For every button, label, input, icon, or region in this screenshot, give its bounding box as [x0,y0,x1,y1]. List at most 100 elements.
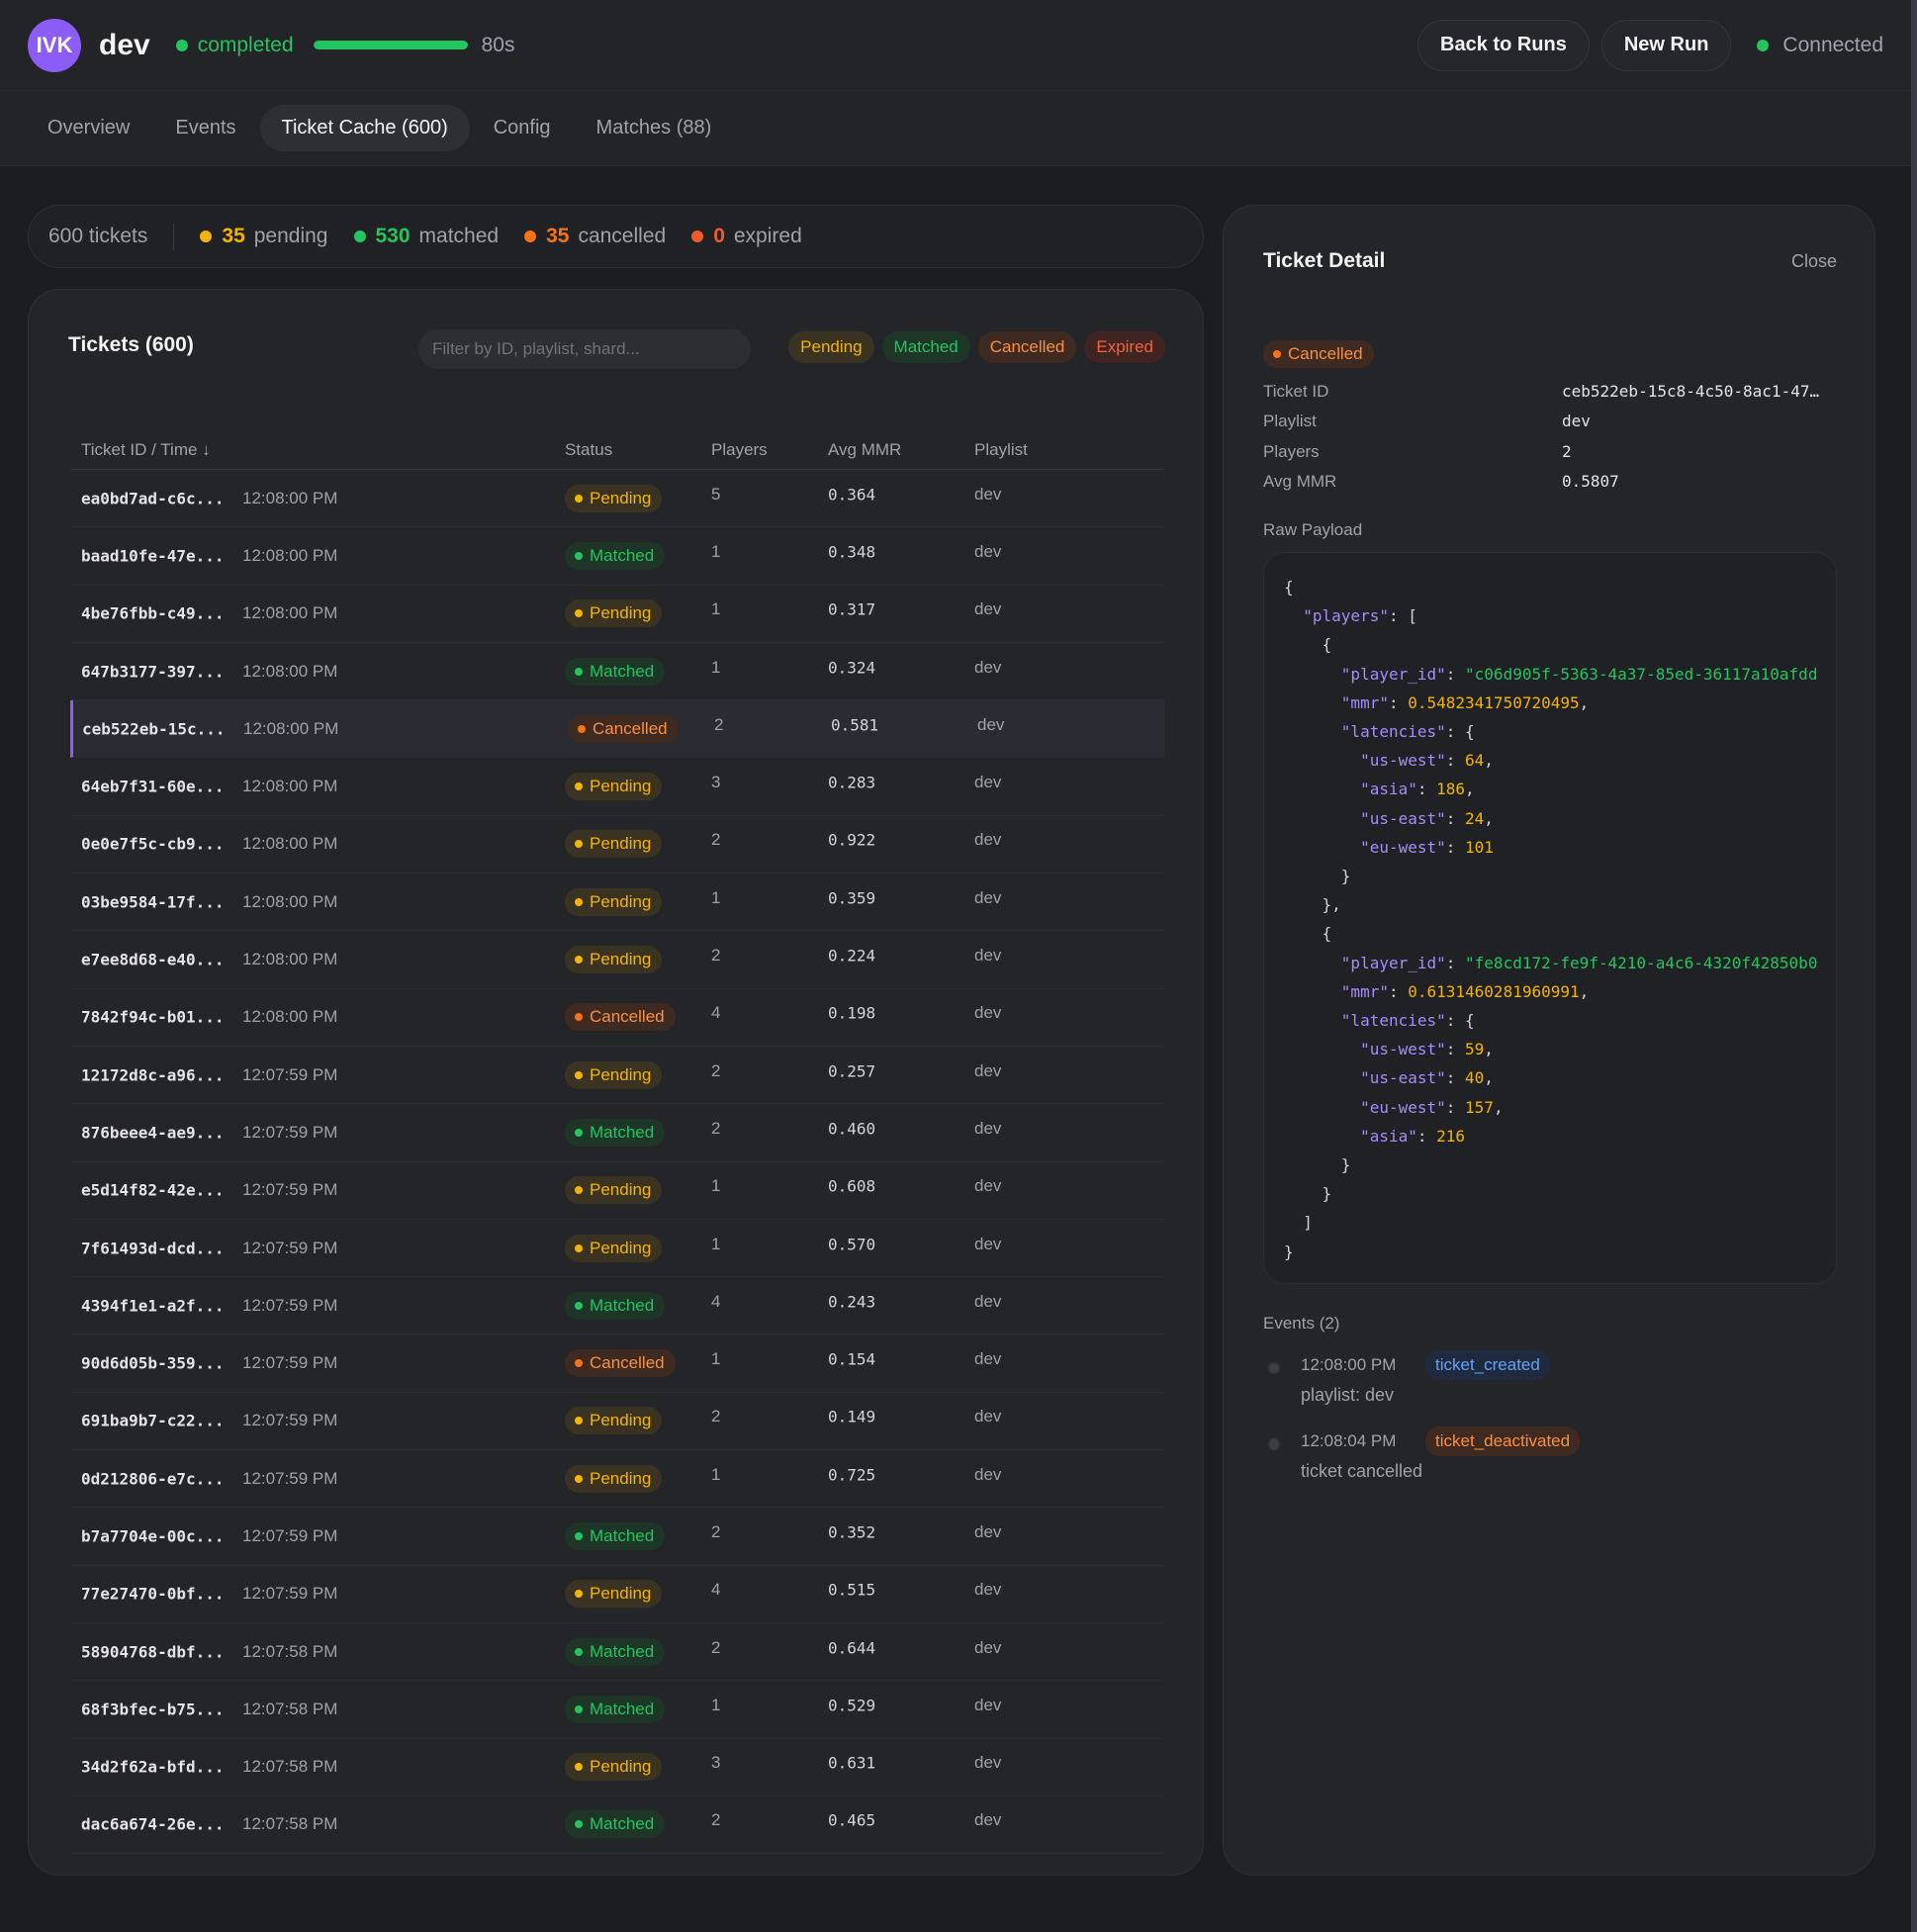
tickets-panel: Tickets (600) PendingMatchedCancelledExp… [28,289,1204,1876]
tab-overview[interactable]: Overview [47,117,131,138]
ticket-playlist: dev [974,946,1002,966]
ticket-avg-mmr: 0.257 [828,1061,876,1081]
table-row[interactable]: 7f61493d-dcd... 12:07:59 PM Pending 1 0.570 d… [70,1220,1164,1278]
ticket-players: 1 [711,1234,721,1253]
col-playlist[interactable]: Playlist [974,440,1028,459]
table-row[interactable]: 4be76fbb-c49... 12:08:00 PM Pending 1 0.317 d… [70,586,1164,643]
table-row[interactable]: ceb522eb-15c... 12:08:00 PM Cancelled 2 0.58… [70,700,1164,759]
status-label: Pending [590,834,652,854]
ticket-status: Pending [565,946,663,974]
status-dot-icon [175,39,188,51]
table-row[interactable]: 691ba9b7-c22... 12:07:59 PM Pending 2 0.149 d… [70,1393,1164,1451]
status-dot-icon [575,1820,583,1829]
table-row[interactable]: 0e0e7f5c-cb9... 12:08:00 PM Pending 2 0.922 d… [70,816,1164,874]
detail-status-badge: Cancelled [1263,340,1374,368]
status-dot-icon [575,1763,583,1772]
table-row[interactable]: ea0bd7ad-c6c... 12:08:00 PM Pending 5 0.364 d… [70,470,1164,528]
filter-chip-pending[interactable]: Pending [788,331,874,363]
back-to-runs-button[interactable]: Back to Runs [1417,19,1590,71]
table-row[interactable]: 34d2f62a-bfd... 12:07:58 PM Pending 3 0.631 d… [70,1739,1164,1796]
ticket-time: 12:08:00 PM [242,950,338,969]
status-badge: Pending [565,484,663,512]
summary-cancelled-label: cancelled [578,225,667,247]
table-row[interactable]: 647b3177-397... 12:08:00 PM Matched 1 0.324 d… [70,643,1164,701]
col-status[interactable]: Status [565,440,613,459]
connection-status: Connected [1757,34,1883,57]
filter-chip-cancelled[interactable]: Cancelled [977,331,1077,363]
ticket-time: 12:08:00 PM [242,834,338,854]
status-dot-icon [575,494,583,503]
event-description: ticket cancelled [1301,1461,1423,1481]
col-ticket-id-time[interactable]: Ticket ID / Time ↓ [81,440,211,459]
ticket-playlist: dev [974,1753,1002,1773]
new-run-button[interactable]: New Run [1600,19,1732,71]
tab-ticket-cache[interactable]: Ticket Cache (600) [259,105,470,151]
table-row[interactable]: 77e27470-0bf... 12:07:59 PM Pending 4 0.515 d… [70,1566,1164,1623]
ticket-playlist: dev [974,1521,1002,1541]
table-row[interactable]: 68f3bfec-b75... 12:07:58 PM Matched 1 0.529 d… [70,1681,1164,1739]
filter-chip-matched[interactable]: Matched [881,331,970,363]
ticket-id: 4394f1e1-a2f... [81,1296,225,1316]
status-dot-icon [575,609,583,618]
col-avg-mmr[interactable]: Avg MMR [828,440,902,459]
close-button[interactable]: Close [1790,251,1837,271]
ticket-avg-mmr: 0.644 [828,1638,876,1658]
tab-config[interactable]: Config [493,117,551,138]
table-row[interactable]: 4394f1e1-a2f... 12:07:59 PM Matched 4 0.243 d… [70,1277,1164,1335]
ticket-time: 12:08:00 PM [242,488,338,507]
expired-dot-icon [691,230,704,242]
ticket-status: Pending [565,1407,663,1435]
table-row[interactable]: dac6a674-26e... 12:07:58 PM Matched 2 0.465 d… [70,1796,1164,1855]
col-players[interactable]: Players [711,440,768,459]
ticket-time: 12:08:00 PM [242,891,338,911]
table-row[interactable]: 90d6d05b-359... 12:07:59 PM Cancelled 1 0.15… [70,1334,1164,1393]
latency-region: "us-east" [1360,1068,1446,1088]
ticket-status: Matched [565,1810,666,1839]
status-label: Pending [590,1180,652,1200]
player1-mmr: 0.5482341750720495 [1408,692,1580,712]
status-dot-icon [575,840,583,849]
filter-input[interactable] [418,329,751,369]
ticket-summary: 600 tickets 35 pending 530 matched 35 cancell… [28,205,1204,268]
ticket-status: Matched [565,1291,666,1320]
table-row[interactable]: 7842f94c-b01... 12:08:00 PM Cancelled 4 0.19… [70,989,1164,1047]
table-row[interactable]: b7a7704e-00c... 12:07:59 PM Matched 2 0.352 d… [70,1508,1164,1566]
tab-matches[interactable]: Matches (88) [595,117,712,138]
detail-value: 2 [1562,442,1572,461]
table-row[interactable]: 12172d8c-a96... 12:07:59 PM Pending 2 0.257 d… [70,1047,1164,1105]
status-dot-icon [575,1417,583,1426]
summary-pending-label: pending [253,225,328,247]
status-badge: Pending [565,1753,663,1782]
ticket-avg-mmr: 0.317 [828,599,876,619]
pending-dot-icon [200,230,213,242]
ticket-id: b7a7704e-00c... [81,1526,225,1546]
ticket-players: 1 [711,1176,721,1196]
table-row[interactable]: baad10fe-47e... 12:08:00 PM Matched 1 0.348 d… [70,527,1164,586]
raw-payload-viewer[interactable]: { "players": [ { "player_id": "c06d905f-… [1263,552,1837,1284]
ticket-status: Pending [565,599,663,628]
ticket-time: 12:07:59 PM [242,1064,338,1084]
avatar[interactable]: IVK [28,18,81,72]
ticket-id: 7f61493d-dcd... [81,1239,225,1257]
event-time: 12:08:04 PM [1301,1431,1397,1450]
table-row[interactable]: e5d14f82-42e... 12:07:59 PM Pending 1 0.608 d… [70,1162,1164,1220]
table-row[interactable]: 0d212806-e7c... 12:07:59 PM Pending 1 0.725 d… [70,1450,1164,1509]
filter-chip-expired[interactable]: Expired [1084,331,1165,363]
ticket-id: 0e0e7f5c-cb9... [81,834,225,854]
ticket-status: Matched [565,657,666,686]
table-row[interactable]: 64eb7f31-60e... 12:08:00 PM Pending 3 0.283 d… [70,758,1164,816]
table-row[interactable]: 58904768-dbf... 12:07:58 PM Matched 2 0.644 d… [70,1623,1164,1682]
ticket-status: Pending [565,773,663,801]
ticket-id: 58904768-dbf... [81,1642,225,1662]
table-row[interactable]: e7ee8d68-e40... 12:08:00 PM Pending 2 0.224 d… [70,931,1164,989]
status-badge: Pending [565,887,663,916]
ticket-players: 1 [711,1464,721,1484]
table-row[interactable]: 876beee4-ae9... 12:07:59 PM Matched 2 0.460 d… [70,1104,1164,1162]
ticket-time: 12:08:00 PM [242,777,338,796]
player1-id: "c06d905f-5363-4a37-85ed-36117a10afdd [1465,664,1818,684]
table-row[interactable]: 03be9584-17f... 12:08:00 PM Pending 1 0.359 d… [70,874,1164,932]
tab-events[interactable]: Events [175,117,236,138]
table-header: Ticket ID / Time ↓ Status Players Avg MM… [70,436,1164,470]
window-scrollbar[interactable] [1911,0,1917,1932]
ticket-status: Pending [565,1580,663,1609]
